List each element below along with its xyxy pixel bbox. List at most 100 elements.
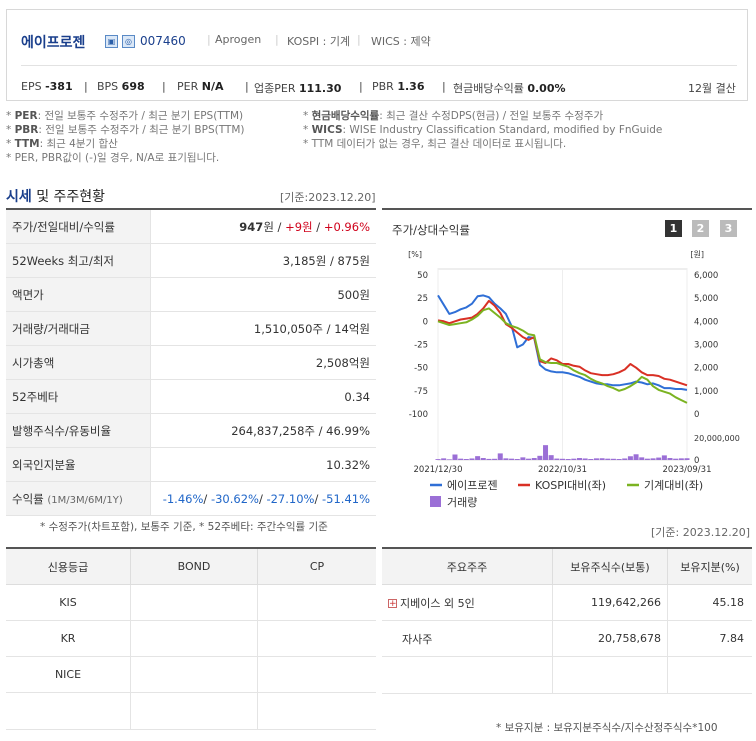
cp-rating	[257, 584, 376, 621]
row-value: 947원 / +9원 / +0.96%	[150, 209, 376, 244]
volume-bar	[633, 454, 639, 460]
metric-separator: |	[442, 80, 446, 93]
row-value: 264,837,258주 / 46.99%	[150, 413, 376, 448]
volume-bar	[678, 458, 684, 460]
cp-rating	[257, 656, 376, 693]
notes-left: * PER: 전일 보통주 수정주가 / 최근 분기 EPS(TTM) * PB…	[6, 109, 302, 165]
col-header: 보유지분(%)	[667, 548, 752, 585]
volume-bar	[486, 458, 492, 460]
left-tick-label: -100	[409, 410, 428, 420]
series-line-2	[437, 307, 688, 404]
chart-title: 주가/상대수익률	[392, 223, 470, 237]
section-title: 시세 및 주주현황	[6, 189, 106, 205]
globe-icon[interactable]: ◎	[122, 35, 135, 48]
holder-pct: 45.18	[667, 584, 752, 621]
volume-bar	[475, 456, 481, 460]
holder-shares: 20,758,678	[552, 620, 668, 657]
series-line-0	[437, 294, 688, 391]
volume-bar	[452, 454, 458, 460]
row-label: 주가/전일대비/수익률	[6, 209, 151, 244]
left-tick-label: 25	[417, 294, 428, 304]
row-label: 외국인지분율	[6, 447, 151, 482]
right-base-date: [기준: 2023.12.20]	[651, 526, 751, 539]
table-row: 자사주 20,758,678 7.84	[382, 620, 752, 657]
volume-bar	[673, 458, 679, 460]
metric-separator: |	[84, 80, 88, 93]
header-divider	[21, 65, 737, 66]
note-na: * PER, PBR값이 (-)일 경우, N/A로 표기됩니다.	[6, 152, 220, 164]
volume-bar	[627, 456, 633, 460]
row-label: 발행주식수/유동비율	[6, 413, 151, 448]
table-row: 거래량/거래대금 1,510,050주 / 14억원	[6, 311, 376, 346]
volume-bar	[582, 458, 588, 460]
holder-name[interactable]: + 지베이스 외 5인	[382, 584, 553, 621]
volume-bar	[576, 458, 582, 460]
volume-bar	[526, 458, 532, 460]
note-pbr: * PBR: 전일 보통주 수정주가 / 최근 분기 BPS(TTM)	[6, 124, 245, 136]
right-tick-label: 3,000	[694, 341, 718, 351]
english-name: Aprogen	[215, 33, 262, 46]
legend-swatch	[430, 496, 441, 507]
row-value: 500원	[150, 277, 376, 312]
volume-bar	[571, 458, 577, 460]
table-header-row: 신용등급 BOND CP	[6, 548, 376, 585]
metric-pbr: PBR 1.36	[372, 80, 425, 93]
holder-pct: 7.84	[667, 620, 752, 657]
volume-bar	[503, 458, 509, 460]
volume-tick-label: 0	[694, 456, 699, 466]
metric-eps: EPS -381	[21, 80, 73, 93]
volume-bar	[458, 458, 464, 460]
metric-separator: |	[359, 80, 363, 93]
meta-separator: |	[275, 33, 279, 46]
left-tick-label: 0	[423, 317, 428, 327]
table-row: 수익률 (1M/3M/6M/1Y) -1.46%/ -30.62%/ -27.1…	[6, 481, 376, 516]
volume-bar	[656, 457, 662, 460]
chart-panel: 주가/상대수익률 1 2 3 [%] [원] 50 25 0 -25 -50 -75 -100 6…	[382, 208, 752, 518]
left-axis-unit: [%]	[408, 250, 422, 259]
note-dividend: * 현금배당수익률: 최근 결산 수정DPS(현금) / 전일 보통주 수정주가	[303, 110, 604, 122]
col-header: BOND	[130, 548, 258, 585]
volume-bar	[610, 458, 616, 460]
volume-bar	[463, 459, 469, 460]
volume-bar	[599, 458, 605, 460]
building-icon[interactable]: ▣	[105, 35, 118, 48]
left-tick-label: -75	[414, 387, 428, 397]
volume-bar	[531, 458, 537, 460]
period-button-1[interactable]: 1	[665, 220, 682, 237]
holder-name: 자사주	[382, 620, 553, 657]
metric-separator: |	[162, 80, 166, 93]
volume-bar	[639, 457, 645, 460]
price-table: 주가/전일대비/수익률 947원 / +9원 / +0.96% 52Weeks …	[6, 208, 376, 516]
legend-label: KOSPI대비(좌)	[535, 479, 606, 492]
row-label: 거래량/거래대금	[6, 311, 151, 346]
legend-label: 에이프로젠	[447, 479, 498, 492]
volume-bar	[543, 445, 549, 460]
metric-bps: BPS 698	[97, 80, 145, 93]
expand-icon[interactable]: +	[388, 599, 397, 609]
volume-tick-label: 20,000,000	[694, 434, 740, 443]
price-chart: [%] [원] 50 25 0 -25 -50 -75 -100 6,000 5,000 4,000 3…	[408, 250, 740, 509]
period-button-3[interactable]: 3	[720, 220, 737, 237]
company-name: 에이프로젠	[21, 35, 86, 51]
legend-label: 거래량	[447, 496, 477, 509]
bond-rating	[130, 656, 258, 693]
metric-per: PER N/A	[177, 80, 224, 93]
col-header: 신용등급	[6, 548, 131, 585]
metric-dividend-yield: 현금배당수익률 0.00%	[453, 82, 566, 95]
period-button-2[interactable]: 2	[692, 220, 709, 237]
row-value: 1,510,050주 / 14억원	[150, 311, 376, 346]
base-date: [기준:2023.12.20]	[280, 191, 376, 204]
bond-rating	[130, 620, 258, 657]
row-label: 52주베타	[6, 379, 151, 414]
legend-label: 기계대비(좌)	[644, 479, 703, 492]
note-wics: * WICS: WISE Industry Classification Sta…	[303, 124, 663, 136]
company-header: 에이프로젠 ▣ ◎ 007460 | Aprogen | KOSPI : 기계 …	[6, 9, 748, 101]
row-value: 2,508억원	[150, 345, 376, 380]
table-row	[6, 692, 376, 730]
row-value: 10.32%	[150, 447, 376, 482]
table-row: 52주베타 0.34	[6, 379, 376, 414]
volume-bar	[560, 458, 565, 460]
x-tick-label: 2021/12/30	[414, 465, 463, 475]
volume-bar	[644, 458, 650, 460]
meta-separator: |	[357, 33, 361, 46]
